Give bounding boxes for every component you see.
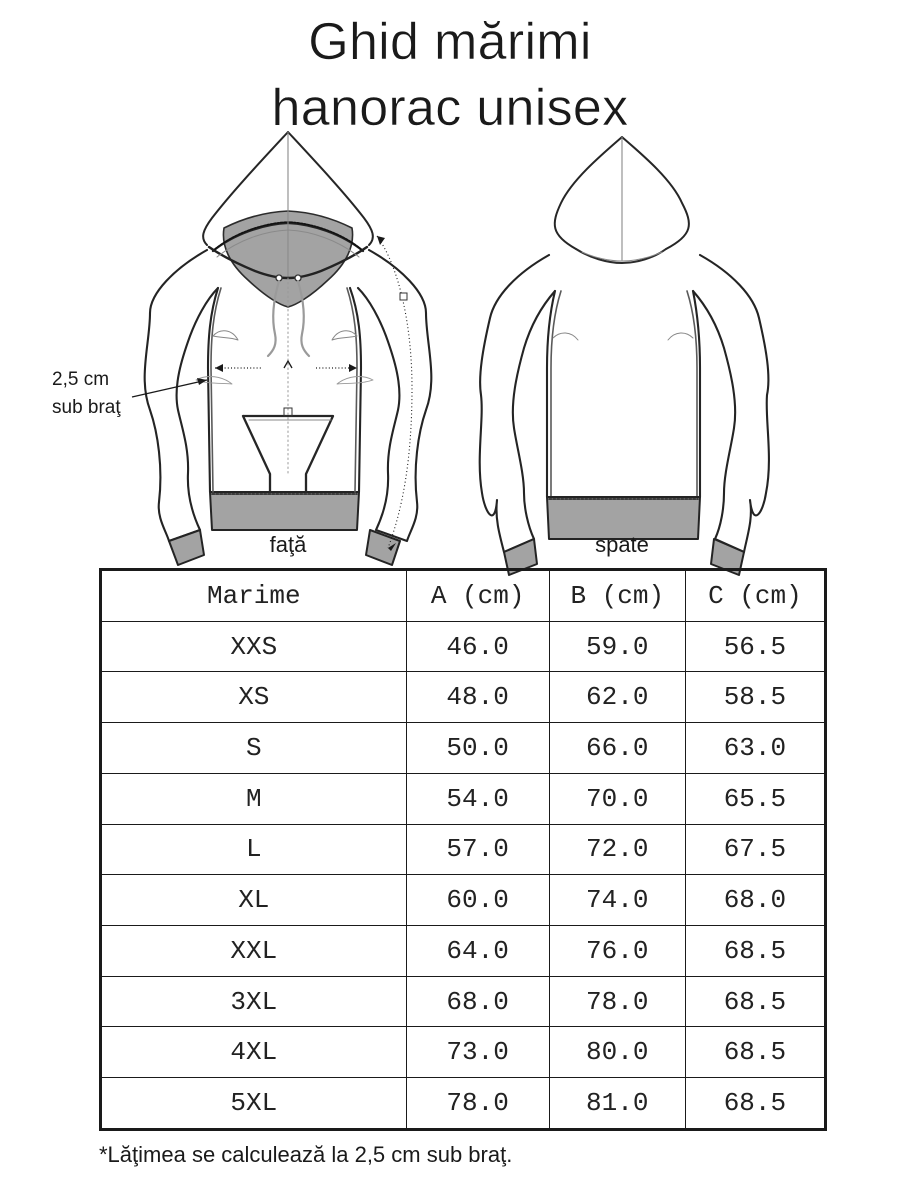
svg-text:2,5 cm: 2,5 cm	[52, 369, 109, 390]
svg-text:spate: spate	[595, 532, 649, 557]
svg-text:sub braţ: sub braţ	[52, 397, 121, 418]
svg-text:faţă: faţă	[270, 532, 307, 557]
